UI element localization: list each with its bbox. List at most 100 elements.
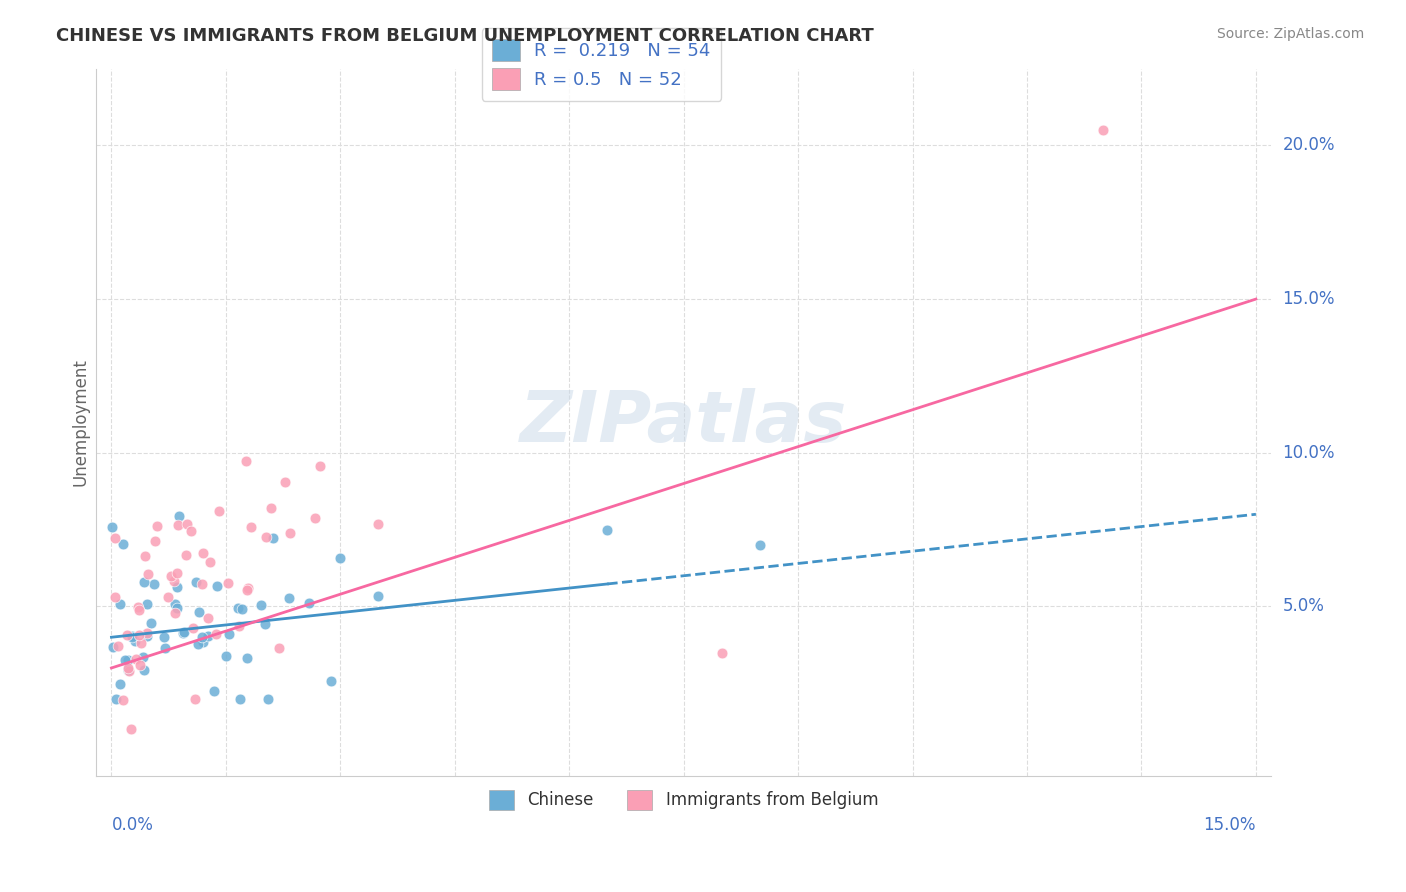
Point (278, 591, 301, 606)
Point (153, 640, 176, 655)
Legend: Chinese, Immigrants from Belgium: Chinese, Immigrants from Belgium (482, 783, 884, 817)
Point (125, 652, 148, 666)
Point (250, 598, 273, 612)
Point (202, 683, 225, 698)
Point (367, 590, 389, 604)
Point (127, 599, 149, 614)
Point (257, 691, 280, 706)
Point (218, 627, 240, 641)
Point (167, 517, 190, 532)
Point (128, 603, 150, 617)
Point (167, 508, 190, 523)
Point (115, 628, 138, 642)
Point (217, 575, 239, 590)
Point (136, 629, 159, 643)
Point (103, 640, 125, 654)
Point (181, 621, 204, 635)
Point (152, 630, 174, 644)
Point (180, 524, 202, 539)
Point (163, 607, 186, 621)
Point (136, 566, 159, 581)
Point (1092, 123, 1115, 137)
Point (121, 630, 143, 644)
Text: 5.0%: 5.0% (1282, 598, 1324, 615)
Point (184, 574, 207, 589)
Text: 15.0%: 15.0% (1282, 290, 1334, 308)
Point (104, 590, 127, 604)
Point (166, 566, 188, 580)
Point (118, 664, 141, 678)
Point (236, 581, 259, 595)
Point (191, 546, 214, 560)
Point (174, 549, 197, 563)
Point (104, 531, 127, 545)
Point (143, 533, 166, 548)
Point (198, 555, 221, 569)
Text: 10.0%: 10.0% (1282, 444, 1334, 462)
Point (197, 629, 219, 643)
Text: 15.0%: 15.0% (1204, 815, 1256, 833)
Point (188, 605, 211, 619)
Point (111, 537, 134, 551)
Point (229, 691, 252, 706)
Point (104, 691, 127, 706)
Point (157, 591, 180, 605)
Point (367, 516, 389, 531)
Text: ZIPatlas: ZIPatlas (520, 387, 848, 457)
Text: CHINESE VS IMMIGRANTS FROM BELGIUM UNEMPLOYMENT CORRELATION CHART: CHINESE VS IMMIGRANTS FROM BELGIUM UNEMP… (56, 27, 875, 45)
Point (253, 617, 276, 632)
Point (117, 661, 139, 675)
Point (197, 611, 219, 625)
Point (184, 692, 207, 706)
Point (710, 646, 733, 660)
Point (128, 628, 150, 642)
Point (190, 630, 212, 644)
Point (107, 640, 129, 654)
Point (124, 634, 146, 648)
Point (319, 673, 342, 688)
Point (235, 651, 257, 665)
Text: Source: ZipAtlas.com: Source: ZipAtlas.com (1216, 27, 1364, 41)
Point (166, 601, 188, 615)
Point (267, 640, 290, 655)
Point (117, 663, 139, 677)
Point (160, 569, 183, 583)
Point (304, 510, 326, 524)
Point (260, 500, 283, 515)
Point (114, 653, 136, 667)
Point (329, 551, 352, 566)
Point (235, 582, 257, 597)
Point (132, 649, 155, 664)
Point (749, 538, 772, 552)
Point (135, 625, 157, 640)
Point (139, 615, 162, 630)
Point (120, 723, 142, 737)
Point (101, 520, 124, 534)
Point (129, 636, 152, 650)
Point (235, 454, 257, 468)
Point (193, 635, 215, 649)
Point (134, 549, 156, 563)
Point (207, 579, 229, 593)
Point (226, 601, 249, 615)
Point (108, 677, 131, 691)
Point (129, 658, 152, 673)
Point (254, 530, 277, 544)
Point (215, 648, 238, 663)
Point (162, 574, 184, 588)
Point (309, 459, 332, 474)
Point (111, 693, 134, 707)
Point (117, 653, 139, 667)
Point (173, 624, 195, 639)
Point (240, 520, 263, 534)
Point (274, 475, 297, 489)
Text: 20.0%: 20.0% (1282, 136, 1334, 154)
Point (132, 575, 155, 590)
Point (596, 523, 619, 537)
Point (231, 601, 253, 615)
Point (176, 517, 198, 532)
Point (172, 625, 194, 640)
Point (121, 629, 143, 643)
Text: 0.0%: 0.0% (111, 815, 153, 833)
Point (228, 619, 250, 633)
